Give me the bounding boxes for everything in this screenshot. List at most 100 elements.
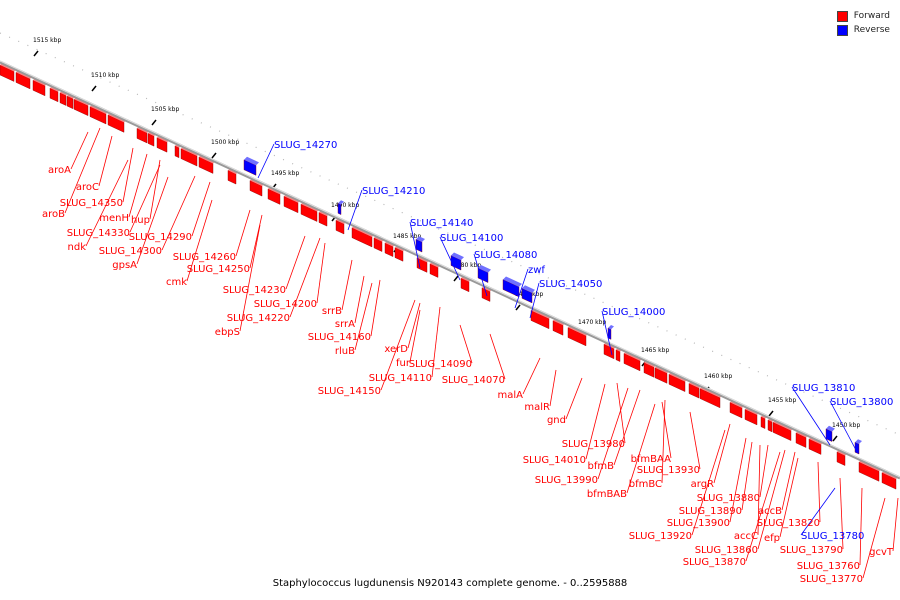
gene-label-forward: aroB xyxy=(42,209,65,220)
gene-label-forward: SLUG_14350 xyxy=(60,198,123,209)
tick-label: 1510 kbp xyxy=(91,72,119,79)
gene-label-forward: bfmBAB xyxy=(587,489,627,500)
gene-label-forward: SLUG_13790 xyxy=(780,545,843,556)
gene-block xyxy=(772,419,794,441)
gene-block xyxy=(530,307,552,330)
gene-label-forward: menH xyxy=(99,213,129,224)
legend-label-forward: Forward xyxy=(853,11,890,21)
gene-label-forward: SLUG_13760 xyxy=(797,561,860,572)
gene-label-forward: gpsA xyxy=(112,260,137,271)
gene-label-forward: SLUG_13900 xyxy=(667,518,730,529)
tick-mark xyxy=(211,152,217,159)
gene-label-forward: rluB xyxy=(335,346,355,357)
legend-item-forward: Forward xyxy=(836,9,890,23)
gene-label-forward: aroC xyxy=(76,182,99,193)
tick-mark xyxy=(453,275,459,282)
tick-label: 1505 kbp xyxy=(151,106,179,113)
gene-label-forward: hup xyxy=(131,215,150,226)
tick-mark xyxy=(515,304,521,311)
tick-label: 1450 kbp xyxy=(832,422,860,429)
gene-label-reverse: SLUG_14210 xyxy=(362,186,425,197)
gene-label-forward: SLUG_14260 xyxy=(173,252,236,263)
tick-label: 1480 kbp xyxy=(453,262,481,269)
gene-block xyxy=(607,325,614,340)
gene-block xyxy=(415,236,425,253)
gene-label-forward: gcvT xyxy=(869,547,894,558)
gene-block xyxy=(858,459,882,482)
gene-label-forward: bfmBAA xyxy=(631,454,672,465)
gene-label-forward: SLUG_13880 xyxy=(697,493,760,504)
gene-label-forward: fur xyxy=(396,358,411,369)
tick-mark xyxy=(151,119,157,126)
gene-label-forward: SLUG_14250 xyxy=(187,264,250,275)
genome-backbone xyxy=(0,60,900,480)
gene-block xyxy=(699,385,723,409)
gene-label-forward: bfmBC xyxy=(629,479,662,490)
gene-label-reverse: SLUG_14100 xyxy=(440,233,503,244)
gene-label-forward: SLUG_14070 xyxy=(442,375,505,386)
gene-label-forward: SLUG_14160 xyxy=(308,332,371,343)
gene-label-forward: srrB xyxy=(322,306,342,317)
gene-label-forward: SLUG_13770 xyxy=(800,574,863,585)
gene-label-forward: SLUG_14110 xyxy=(369,373,432,384)
legend: Forward Reverse xyxy=(836,9,890,37)
gene-block xyxy=(243,156,259,176)
gene-label-forward: SLUG_14290 xyxy=(129,232,192,243)
gene-label-forward: efp xyxy=(764,533,780,544)
tick-label: 1515 kbp xyxy=(33,37,61,44)
tick-label: 1485 kbp xyxy=(393,233,421,240)
gene-label-reverse: SLUG_13780 xyxy=(801,531,864,542)
gene-label-forward: SLUG_14150 xyxy=(318,386,381,397)
gene-label-forward: SLUG_14010 xyxy=(523,455,586,466)
gene-label-forward: ebpS xyxy=(215,327,240,338)
gene-label-reverse: SLUG_13800 xyxy=(830,397,893,408)
gene-label-forward: SLUG_14200 xyxy=(254,299,317,310)
gene-label-forward: SLUG_13870 xyxy=(683,557,746,568)
gene-label-forward: SLUG_13820 xyxy=(757,518,820,529)
tick-label: 1490 kbp xyxy=(331,202,359,209)
gene-label-forward: cmk xyxy=(166,277,187,288)
gene-block xyxy=(351,224,375,248)
gene-label-forward: SLUG_14300 xyxy=(99,246,162,257)
gene-label-forward: aroA xyxy=(48,165,71,176)
gene-label-reverse: SLUG_14140 xyxy=(410,218,473,229)
gene-block xyxy=(567,324,589,347)
gene-label-forward: SLUG_13890 xyxy=(679,506,742,517)
gene-label-forward: SLUG_14090 xyxy=(409,359,472,370)
gene-label-reverse: SLUG_14000 xyxy=(602,307,665,318)
gene-label-forward: xerD xyxy=(384,344,408,355)
tick-mark xyxy=(91,85,97,92)
forward-swatch xyxy=(836,10,848,22)
genome-backbone-highlight xyxy=(0,60,900,478)
gene-block xyxy=(477,264,491,283)
gene-label-forward: gnd xyxy=(547,415,566,426)
gene-label-forward: SLUG_13990 xyxy=(535,475,598,486)
gene-label-forward: malA xyxy=(498,390,524,401)
tick-mark xyxy=(33,50,39,57)
legend-item-reverse: Reverse xyxy=(836,23,890,37)
tick-label: 1470 kbp xyxy=(578,319,606,326)
reverse-swatch xyxy=(836,24,848,36)
gene-label-forward: ndk xyxy=(68,242,87,253)
tick-mark xyxy=(768,410,774,417)
gene-block xyxy=(337,200,344,215)
gene-label-forward: srrA xyxy=(335,319,355,330)
gene-label-forward: SLUG_13860 xyxy=(695,545,758,556)
gene-track xyxy=(0,62,899,490)
gene-label-forward: SLUG_13980 xyxy=(562,439,625,450)
tick-label: 1500 kbp xyxy=(211,139,239,146)
gene-label-forward: SLUG_13920 xyxy=(629,531,692,542)
gene-label-reverse: SLUG_13810 xyxy=(792,383,855,394)
tick-label: 1465 kbp xyxy=(641,347,669,354)
gene-label-forward: bfmB xyxy=(588,461,615,472)
gene-block xyxy=(502,276,522,298)
map-caption: Staphylococcus lugdunensis N920143 compl… xyxy=(272,578,628,589)
tick-label: 1495 kbp xyxy=(271,170,299,177)
gene-block xyxy=(854,439,862,455)
tick-label: 1460 kbp xyxy=(704,373,732,380)
gene-block xyxy=(825,425,835,442)
gene-label-forward: malR xyxy=(524,402,550,413)
gene-label-reverse: SLUG_14050 xyxy=(539,279,602,290)
gene-label-forward: SLUG_14220 xyxy=(227,313,290,324)
